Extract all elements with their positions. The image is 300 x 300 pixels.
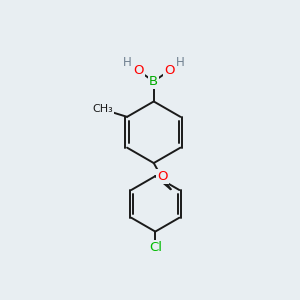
Text: B: B xyxy=(149,75,158,88)
Text: CH₃: CH₃ xyxy=(93,104,114,114)
Text: Cl: Cl xyxy=(149,241,162,254)
Text: O: O xyxy=(164,64,174,77)
Text: H: H xyxy=(176,56,184,69)
Text: O: O xyxy=(157,170,167,183)
Text: H: H xyxy=(123,56,132,69)
Text: O: O xyxy=(133,64,144,77)
